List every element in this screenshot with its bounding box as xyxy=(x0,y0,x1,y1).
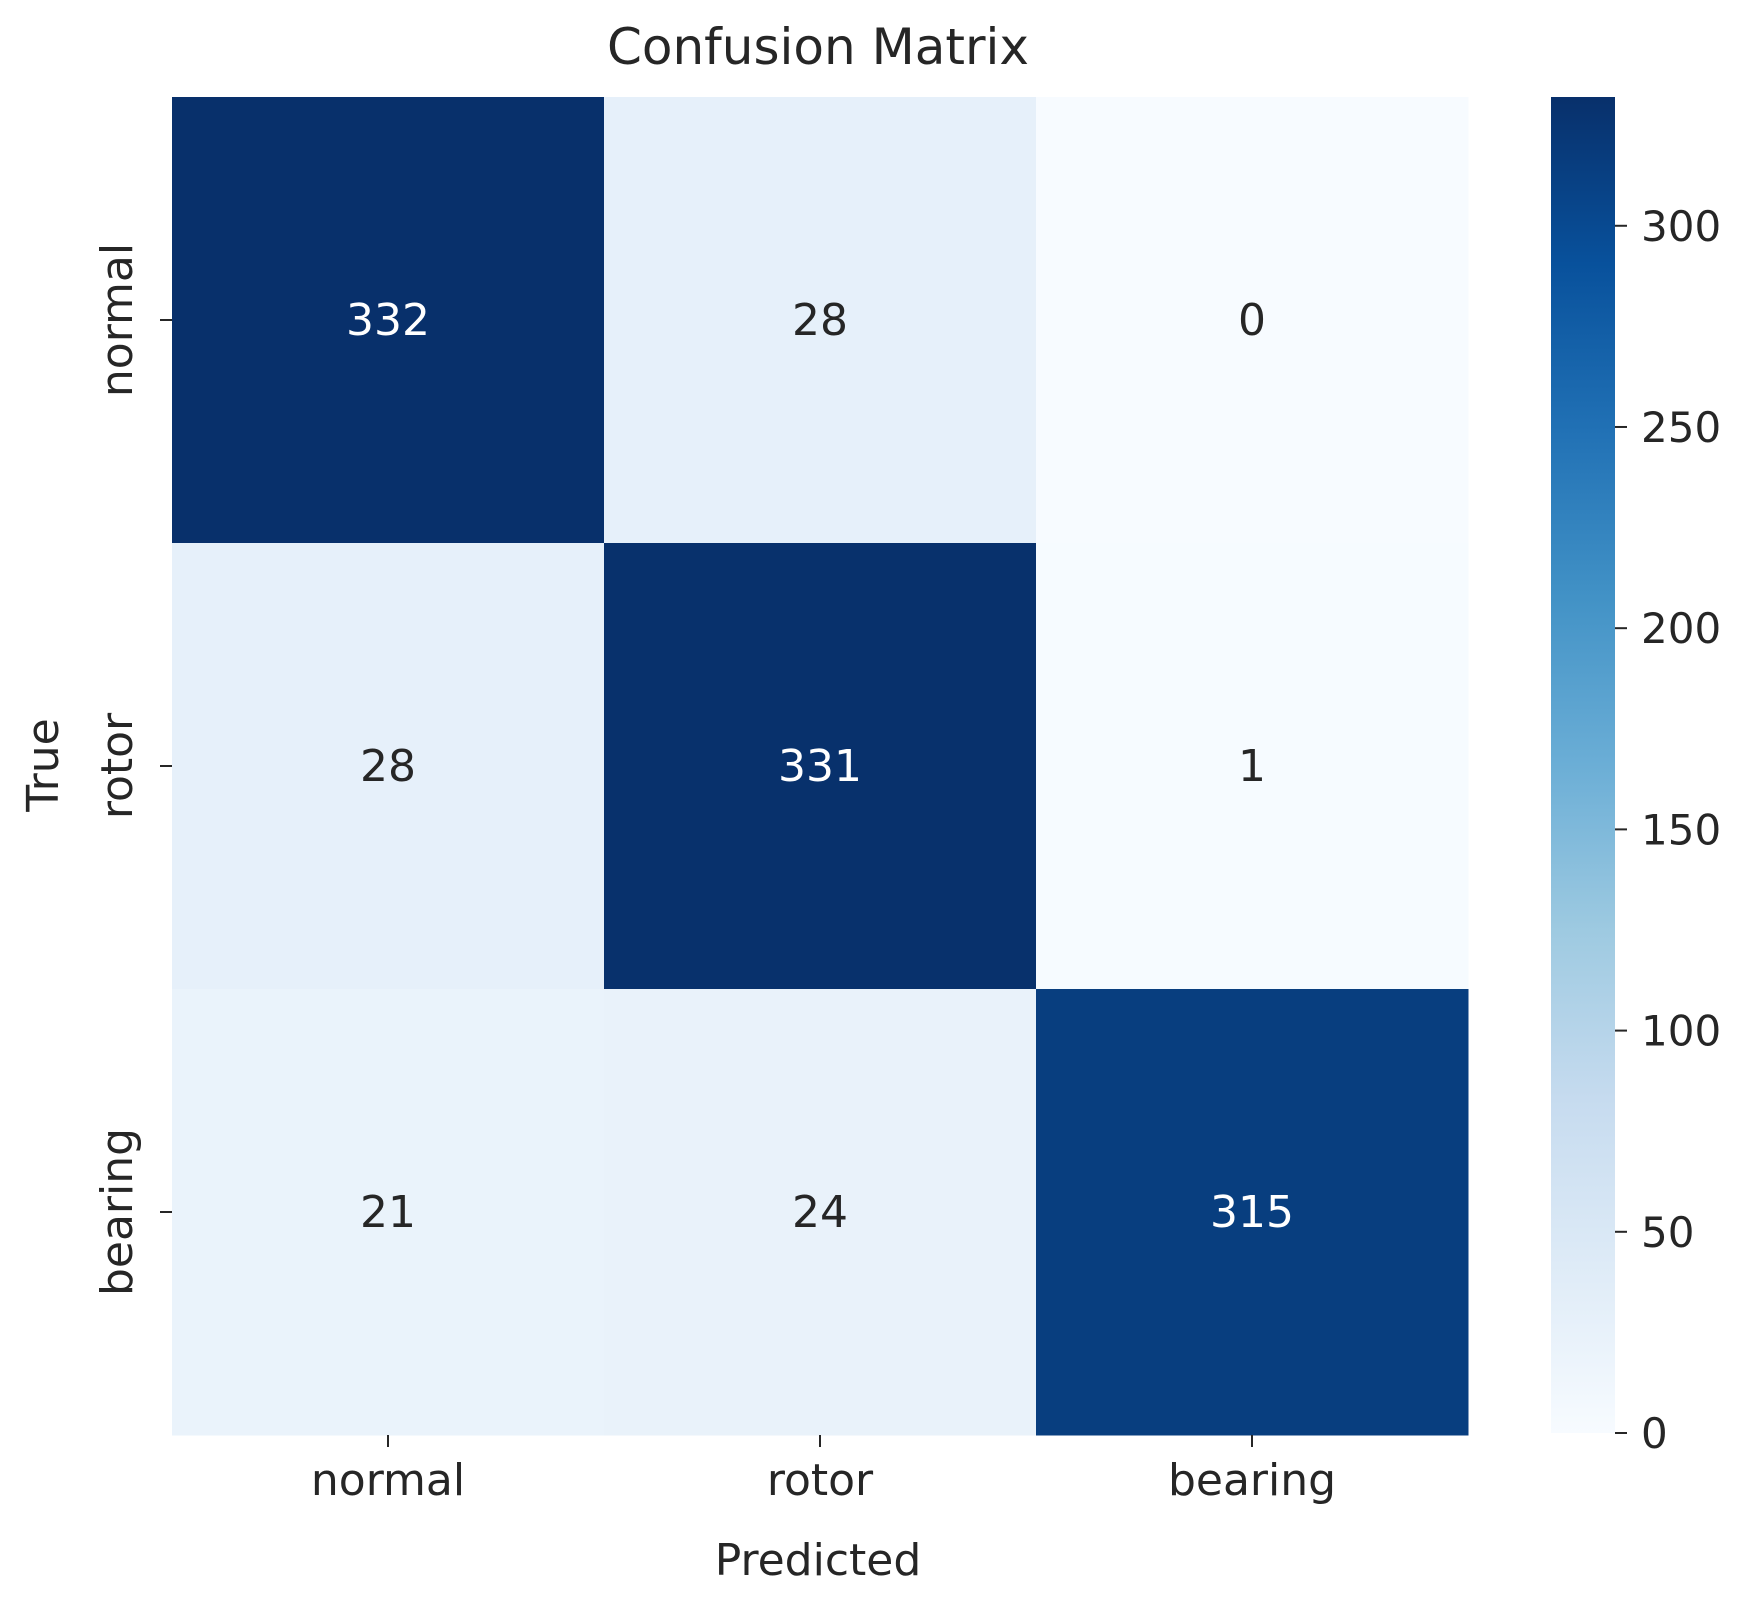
heatmap-cell xyxy=(1036,543,1469,990)
heatmap-cell xyxy=(604,97,1037,544)
colorbar-tick-label: 150 xyxy=(1641,805,1721,854)
y-tick-label: rotor xyxy=(92,712,143,819)
x-axis: normal rotor bearing xyxy=(311,1435,1336,1506)
colorbar-tick-label: 100 xyxy=(1641,1007,1721,1056)
colorbar-tick-label: 200 xyxy=(1641,604,1721,653)
cell-value-label: 332 xyxy=(346,295,430,346)
y-tick-label: normal xyxy=(92,243,143,397)
y-axis: normal rotor bearing xyxy=(92,243,172,1296)
heatmap-cell xyxy=(1036,97,1469,544)
heatmap-cell xyxy=(604,543,1037,990)
y-axis-label: True xyxy=(18,718,69,812)
cell-value-label: 24 xyxy=(792,1187,848,1238)
cell-value-label: 28 xyxy=(792,295,848,346)
colorbar: 0 50 100 150 200 250 300 xyxy=(1551,97,1721,1458)
cell-value-label: 0 xyxy=(1238,295,1266,346)
heatmap-cell xyxy=(172,543,605,990)
heatmap-cell xyxy=(1036,989,1469,1436)
chart-title: Confusion Matrix xyxy=(607,18,1029,76)
x-axis-label: Predicted xyxy=(715,1535,922,1586)
x-tick-label: rotor xyxy=(767,1455,874,1506)
y-tick-label: bearing xyxy=(92,1128,143,1296)
cell-value-label: 1 xyxy=(1238,741,1266,792)
cell-value-label: 21 xyxy=(360,1187,416,1238)
x-tick-label: bearing xyxy=(1168,1455,1336,1506)
x-tick-label: normal xyxy=(311,1455,465,1506)
heatmap-cells xyxy=(172,97,1469,1436)
heatmap-cell xyxy=(604,989,1037,1436)
heatmap-cell xyxy=(172,97,605,544)
cell-value-label: 331 xyxy=(778,741,862,792)
cell-value-label: 315 xyxy=(1210,1187,1294,1238)
colorbar-gradient xyxy=(1551,97,1615,1433)
colorbar-tick-label: 250 xyxy=(1641,403,1721,452)
colorbar-tick-label: 300 xyxy=(1641,202,1721,251)
colorbar-tick-label: 50 xyxy=(1641,1208,1694,1257)
cell-value-label: 28 xyxy=(360,741,416,792)
colorbar-tick-label: 0 xyxy=(1641,1409,1668,1458)
colorbar-ticks: 0 50 100 150 200 250 300 xyxy=(1615,202,1721,1458)
heatmap-cell xyxy=(172,989,605,1436)
cell-value-labels: 332 28 0 28 331 1 21 24 315 xyxy=(346,295,1294,1238)
